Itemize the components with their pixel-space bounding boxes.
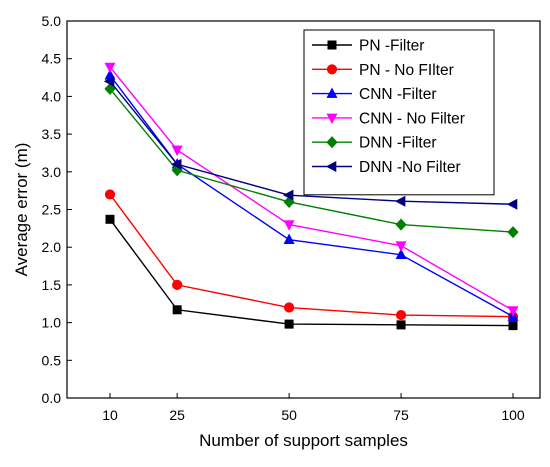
y-tick-label: 0.5 bbox=[42, 352, 62, 368]
y-tick-label: 3.5 bbox=[42, 126, 62, 142]
y-tick-label: 4.5 bbox=[42, 51, 62, 67]
y-tick-label: 1.0 bbox=[42, 315, 62, 331]
data-point bbox=[171, 145, 183, 157]
data-point bbox=[171, 158, 182, 170]
data-point bbox=[394, 195, 406, 207]
legend-marker bbox=[326, 136, 338, 149]
series-layer bbox=[103, 62, 519, 331]
data-point bbox=[396, 320, 406, 330]
legend-marker bbox=[326, 64, 338, 75]
data-point bbox=[103, 75, 115, 87]
y-axis-title: Average error (m) bbox=[12, 143, 31, 277]
data-point bbox=[172, 279, 183, 291]
y-tick-label: 4.0 bbox=[42, 88, 62, 104]
x-axis-title: Number of support samples bbox=[199, 431, 408, 450]
series-6 bbox=[103, 75, 518, 210]
y-tick-label: 3.0 bbox=[42, 164, 62, 180]
y-tick-label: 2.5 bbox=[42, 202, 62, 218]
data-point bbox=[508, 321, 518, 331]
data-point bbox=[507, 306, 519, 317]
x-tick-label: 75 bbox=[393, 407, 409, 423]
plot-frame bbox=[66, 20, 541, 399]
legend-marker bbox=[327, 40, 337, 50]
y-tick-label: 1.5 bbox=[42, 277, 62, 293]
data-point bbox=[283, 220, 295, 231]
legend-label: CNN -Filter bbox=[359, 86, 437, 103]
data-point bbox=[284, 319, 294, 329]
y-tick-label: 0.0 bbox=[42, 390, 62, 406]
legend-label: DNN -No Filter bbox=[359, 159, 461, 176]
legend-label: CNN - No Filter bbox=[359, 110, 465, 127]
x-tick-label: 25 bbox=[169, 407, 185, 423]
legend-label: PN -Filter bbox=[359, 38, 424, 55]
legend-item: DNN -Filter bbox=[312, 135, 437, 152]
y-tick-label: 5.0 bbox=[42, 13, 62, 29]
legend-item: DNN -No Filter bbox=[312, 159, 461, 176]
data-point bbox=[507, 226, 519, 239]
x-tick-label: 100 bbox=[501, 407, 525, 423]
data-point bbox=[395, 218, 407, 231]
legend-label: PN - No FIlter bbox=[359, 62, 454, 79]
y-tick-label: 2.0 bbox=[42, 239, 62, 255]
series-4 bbox=[104, 62, 519, 317]
legend-item: PN -Filter bbox=[312, 38, 424, 55]
data-point bbox=[284, 302, 295, 313]
legend-item: PN - No FIlter bbox=[312, 62, 454, 79]
legend-marker bbox=[326, 113, 338, 125]
data-point bbox=[105, 214, 115, 224]
data-point bbox=[104, 82, 116, 95]
legend-marker bbox=[326, 87, 338, 98]
y-axis-ticks: 0.0 0.5 1.0 1.5 2.0 2.5 3.0 3.5 4.0 4.5 5.0 bbox=[42, 13, 72, 406]
x-axis-ticks: 10 25 50 75 100 bbox=[102, 393, 525, 423]
data-point bbox=[395, 248, 407, 260]
x-tick-label: 50 bbox=[281, 407, 297, 423]
legend-item: CNN - No Filter bbox=[312, 110, 465, 127]
data-point bbox=[283, 233, 295, 244]
data-point bbox=[104, 62, 116, 74]
x-tick-label: 10 bbox=[102, 407, 118, 423]
data-point bbox=[506, 198, 518, 210]
legend: PN -Filter PN - No FIlter CNN -Filter CNN -… bbox=[303, 29, 495, 196]
legend-item: CNN -Filter bbox=[312, 86, 437, 103]
data-point bbox=[395, 241, 407, 252]
legend-label: DNN -Filter bbox=[359, 135, 437, 152]
legend-marker bbox=[325, 161, 337, 172]
data-point bbox=[104, 189, 116, 200]
data-point bbox=[172, 305, 182, 315]
data-point bbox=[395, 309, 407, 321]
series-1 bbox=[105, 214, 518, 331]
data-point bbox=[282, 189, 294, 201]
